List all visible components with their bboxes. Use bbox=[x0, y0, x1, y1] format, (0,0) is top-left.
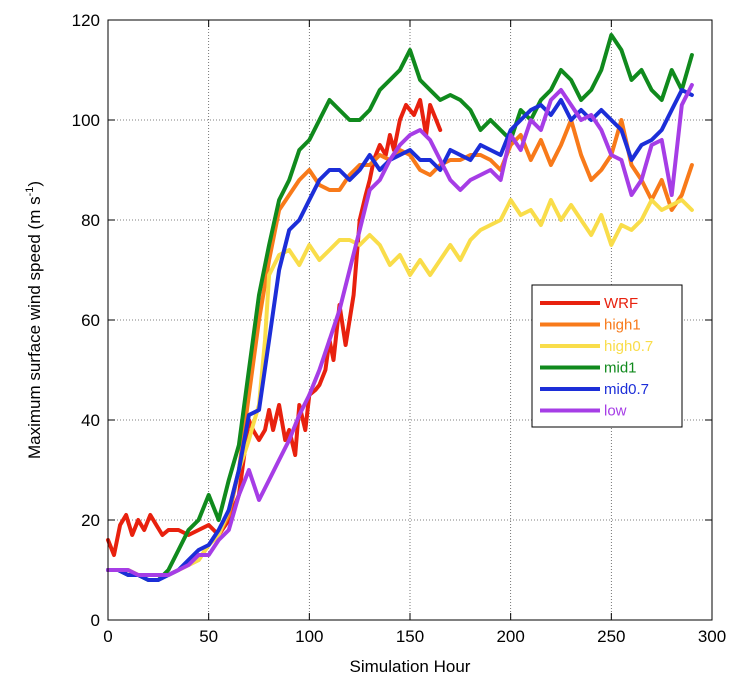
series-line-mid1 bbox=[106, 33, 694, 582]
y-axis-title-superscript: -1 bbox=[24, 187, 36, 197]
legend-label-high1: high1 bbox=[604, 317, 641, 334]
series-line-wrf bbox=[106, 98, 443, 557]
y-tick-label: 100 bbox=[72, 111, 100, 130]
x-tick-label: 250 bbox=[597, 627, 625, 646]
legend-label-mid1: mid1 bbox=[604, 360, 637, 377]
y-tick-label: 40 bbox=[81, 411, 100, 430]
y-tick-label: 60 bbox=[81, 311, 100, 330]
series-layer bbox=[106, 33, 694, 582]
y-tick-label: 120 bbox=[72, 11, 100, 30]
legend-box bbox=[531, 284, 683, 428]
axis-ticks: 0 50 100 150 200 250 300 0 20 40 60 80 100 120 bbox=[72, 11, 727, 646]
legend-label-mid0-7: mid0.7 bbox=[604, 381, 649, 398]
legend-label-high0-7: high0.7 bbox=[604, 338, 653, 355]
legend: WRF high1 high0.7 mid1 mid0.7 low bbox=[531, 284, 683, 428]
y-tick-label: 0 bbox=[91, 611, 100, 630]
x-tick-label: 0 bbox=[103, 627, 112, 646]
legend-label-low: low bbox=[604, 403, 627, 420]
y-axis-title-close: ) bbox=[25, 181, 44, 187]
x-tick-label: 150 bbox=[396, 627, 424, 646]
y-tick-label: 20 bbox=[81, 511, 100, 530]
x-tick-label: 100 bbox=[295, 627, 323, 646]
series-line-low bbox=[106, 83, 694, 577]
x-axis-title: Simulation Hour bbox=[350, 657, 471, 676]
y-axis-title-main: Maximum surface wind speed (m s bbox=[25, 196, 44, 459]
y-axis-title: Maximum surface wind speed (m s-1) bbox=[24, 181, 44, 459]
legend-label-wrf: WRF bbox=[604, 295, 638, 312]
x-tick-label: 200 bbox=[496, 627, 524, 646]
y-tick-label: 80 bbox=[81, 211, 100, 230]
x-tick-label: 50 bbox=[199, 627, 218, 646]
x-tick-label: 300 bbox=[698, 627, 726, 646]
